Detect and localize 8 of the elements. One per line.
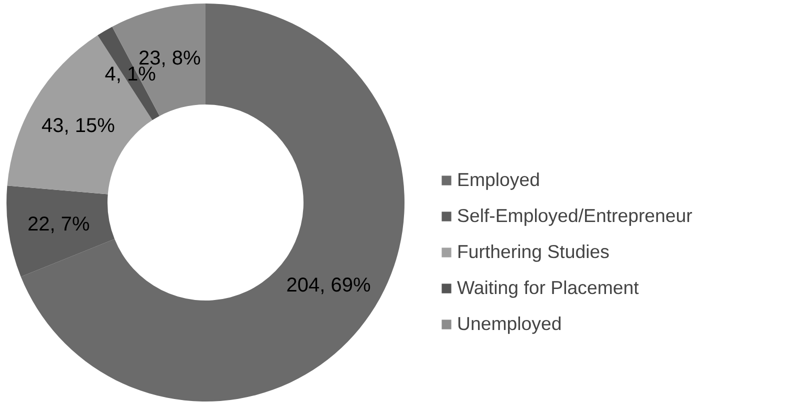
legend-label: Employed (457, 169, 540, 191)
data-label: 204, 69% (286, 274, 372, 297)
data-label: 43, 15% (42, 114, 116, 137)
legend-label: Unemployed (457, 313, 562, 335)
legend-label: Waiting for Placement (457, 277, 639, 299)
legend-label: Furthering Studies (457, 241, 610, 263)
legend-label: Self-Employed/Entrepreneur (457, 205, 692, 227)
data-label: 22, 7% (28, 213, 90, 236)
